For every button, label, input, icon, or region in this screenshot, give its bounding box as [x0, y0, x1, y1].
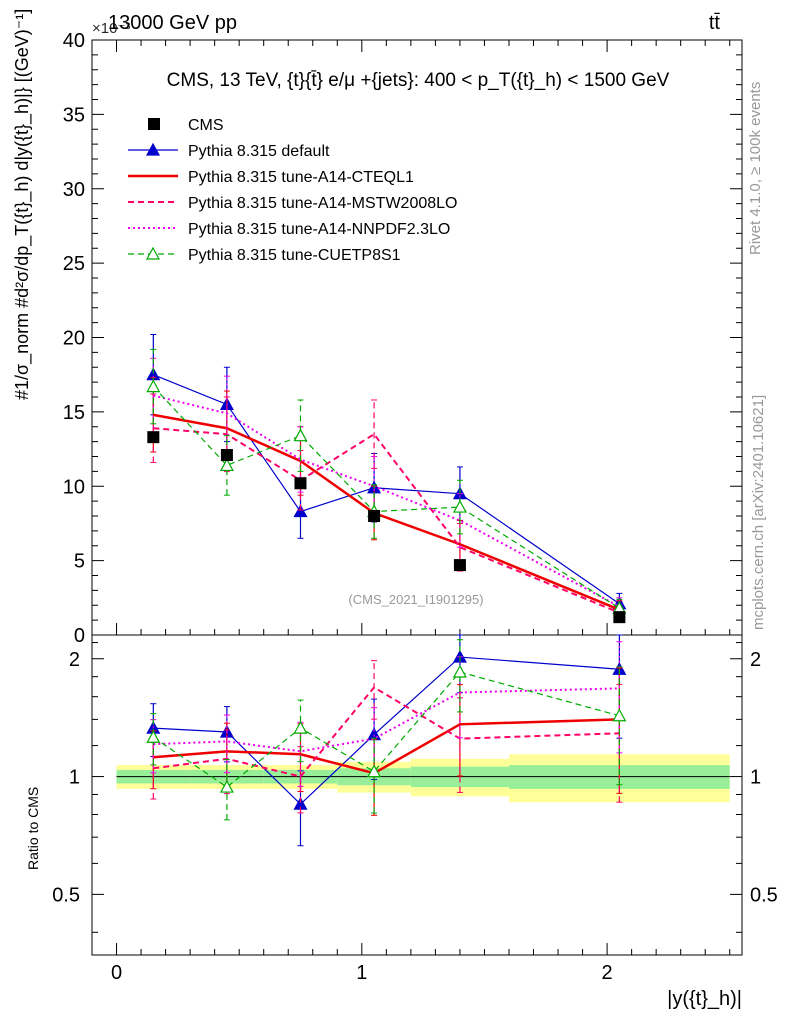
legend-entry: Pythia 8.315 tune-A14-MSTW2008LO [128, 195, 457, 212]
series-marker [293, 428, 308, 442]
x-tick-label: 1 [356, 962, 367, 984]
ratio-y-tick-label-right: 0.5 [750, 884, 778, 906]
ratio-series-line [153, 686, 620, 778]
series-marker [367, 764, 382, 778]
y-axis-label: #1/σ_norm #d²σ/dp_T({t}_h) d|y({t}_h)|} … [12, 9, 33, 400]
legend-entry: Pythia 8.315 tune-A14-NNPDF2.3LO [128, 221, 450, 238]
ratio-plot-axes: 0.5 0.5 1 1 2 2 0 1 2 [52, 634, 778, 984]
series-line [153, 427, 620, 614]
main-plot-axes: 0 5 10 15 20 25 30 35 40 [63, 30, 743, 647]
series-marker [145, 246, 161, 260]
main-plot-series [146, 334, 627, 624]
series-marker [219, 458, 234, 472]
data-point [294, 477, 307, 490]
legend-label: Pythia 8.315 tune-A14-NNPDF2.3LO [188, 221, 450, 238]
x-tick-label: 0 [111, 962, 122, 984]
ratio-series-pythia-8-315-tune-cuetp8s1 [146, 639, 627, 821]
y-exponent-label: ×10⁻³ [92, 20, 130, 37]
legend-label: Pythia 8.315 tune-A14-CTEQL1 [188, 169, 414, 186]
series-pythia-8-315-tune-a14-nnpdf2-3lo [150, 357, 623, 617]
y-tick-label: 5 [74, 551, 85, 573]
y-tick-label: 10 [63, 476, 85, 498]
series-marker [293, 720, 308, 734]
series-line [153, 413, 620, 611]
y-tick-label: 40 [63, 30, 85, 52]
series-marker [146, 730, 161, 743]
series-pythia-8-315-tune-cuetp8s1 [146, 348, 627, 618]
series-line [152, 386, 620, 609]
process-label: tt̄ [709, 12, 721, 34]
series-cms-data [147, 431, 626, 624]
legend-entry-cms: CMS [148, 117, 224, 134]
series-marker [293, 504, 308, 518]
ratio-y-tick-label: 2 [69, 649, 80, 671]
ratio-frame [91, 634, 743, 956]
series-marker [219, 779, 234, 793]
ratio-y-tick-label-right: 1 [750, 767, 761, 789]
data-point [368, 510, 381, 522]
energy-label: 13000 GeV pp [108, 12, 237, 34]
ratio-series-line [152, 671, 620, 788]
series-line [153, 394, 620, 608]
y-tick-label: 25 [63, 253, 85, 275]
legend-entry: Pythia 8.315 tune-A14-CTEQL1 [128, 169, 414, 186]
data-point [147, 431, 160, 444]
ratio-plot-series [146, 634, 627, 847]
data-point [613, 611, 626, 624]
rivet-version-label: Rivet 4.1.0, ≥ 100k events [747, 82, 764, 255]
legend-entry: Pythia 8.315 default [128, 142, 330, 160]
ratio-y-tick-label: 0.5 [52, 884, 80, 906]
legend-label: Pythia 8.315 default [188, 143, 330, 160]
analysis-id-label: (CMS_2021_I1901295) [348, 592, 483, 607]
data-point [453, 559, 466, 572]
legend-entry: Pythia 8.315 tune-CUETP8S1 [128, 246, 401, 264]
series-line [153, 374, 620, 605]
series-marker [612, 708, 627, 722]
legend-label: Pythia 8.315 tune-A14-MSTW2008LO [188, 195, 457, 212]
ratio-series-line [153, 656, 620, 806]
ratio-y-tick-label-right: 2 [750, 649, 761, 671]
x-tick-label: 2 [602, 962, 613, 984]
y-tick-label: 30 [63, 179, 85, 201]
legend-label: CMS [188, 117, 224, 134]
ratio-y-tick-label: 1 [69, 767, 80, 789]
data-point [220, 449, 233, 462]
series-marker [452, 499, 467, 513]
y-tick-label: 0 [74, 625, 85, 647]
series-marker [146, 379, 161, 393]
x-axis-label: |y({t}_h)| [667, 988, 742, 1010]
series-marker [452, 664, 467, 678]
chart-title: CMS, 13 TeV, {t}{t̄} e/μ +{jets}: 400 < … [167, 70, 670, 91]
series-pythia-8-315-tune-a14-cteql1 [150, 377, 623, 620]
legend: CMS Pythia 8.315 default Pythia 8.315 tune… [128, 117, 457, 264]
y-tick-label: 15 [63, 402, 85, 424]
y-tick-label: 20 [63, 328, 85, 350]
ratio-series-line [153, 718, 620, 775]
ratio-series-line [153, 687, 620, 753]
legend-label: Pythia 8.315 tune-CUETP8S1 [188, 247, 401, 264]
legend-marker [148, 118, 160, 130]
mcplots-label: mcplots.cern.ch [arXiv:2401.10621] [750, 395, 767, 630]
y-tick-label: 35 [63, 104, 85, 126]
series-marker [145, 142, 161, 156]
ratio-y-axis-label: Ratio to CMS [25, 787, 41, 870]
ratio-series-pythia-8-315-default [146, 634, 627, 847]
